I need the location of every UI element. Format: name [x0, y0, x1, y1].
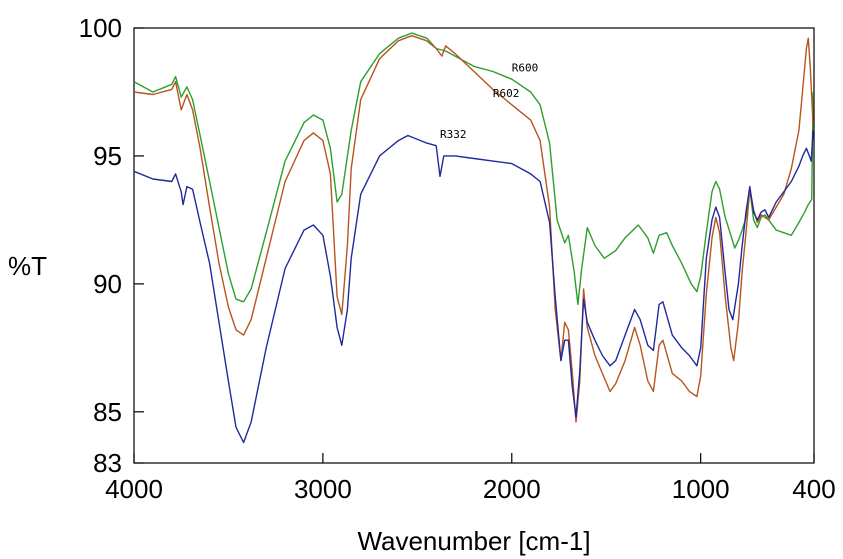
y-tick-label-95: 95	[93, 141, 122, 171]
series-label-r332: R332	[440, 128, 467, 141]
series-label-r602: R602	[493, 87, 520, 100]
y-axis-title: %T	[8, 251, 47, 281]
series-label-r600: R600	[512, 62, 539, 75]
x-axis-title: Wavenumber [cm-1]	[357, 526, 590, 556]
series-line-r600	[133, 32, 814, 306]
series-labels-layer: R600 R602 R332	[440, 62, 538, 142]
x-tick-label-4000: 4000	[105, 474, 163, 504]
y-tick-label-83: 83	[93, 448, 122, 478]
x-tick-label-400: 400	[792, 474, 835, 504]
y-tick-label-90: 90	[93, 269, 122, 299]
plot-frame	[133, 27, 815, 464]
x-tick-label-2000: 2000	[483, 474, 541, 504]
series-line-r332	[133, 130, 814, 444]
series-line-r602	[133, 35, 814, 423]
x-tick-label-1000: 1000	[672, 474, 730, 504]
ticks-layer: 4000 3000 2000 1000 400 83 85 90 95 100	[79, 13, 836, 504]
x-tick-label-3000: 3000	[294, 474, 352, 504]
series-layer	[133, 32, 814, 444]
y-tick-label-85: 85	[93, 397, 122, 427]
y-tick-label-100: 100	[79, 13, 122, 43]
